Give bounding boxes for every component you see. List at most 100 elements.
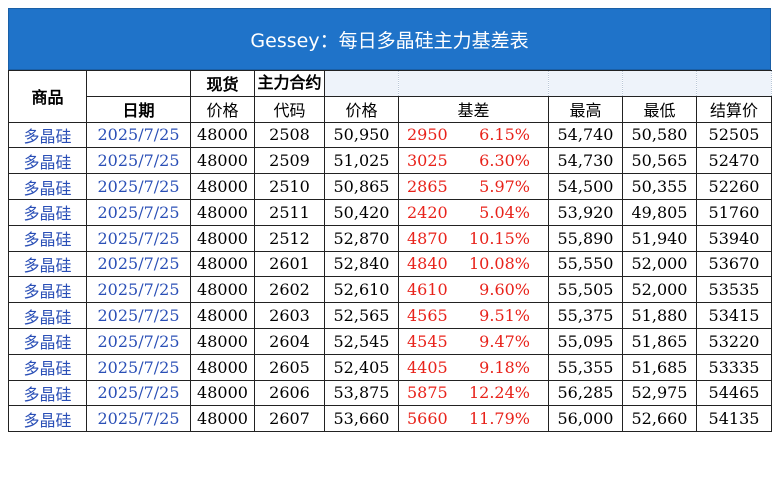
table-cell-date: 2025/7/25 [86, 224, 191, 252]
basis-table-panel: Gessey：每日多晶硅主力基差表 商品 现货 主力合约 日期 价格 代码 价格… [8, 8, 772, 433]
table-cell-price: 52,405 [324, 353, 399, 381]
table-cell-date: 2025/7/25 [86, 276, 191, 304]
table-cell-spot-price: 48000 [190, 121, 255, 149]
header-blank [548, 70, 623, 97]
table-cell-price: 52,545 [324, 327, 399, 355]
table-cell-high: 56,000 [548, 405, 623, 433]
header-high: 最高 [548, 95, 623, 123]
table-cell-settle: 52260 [696, 173, 772, 200]
table-row: 多晶硅 2025/7/25 48000 2603 52,565 4565 9.51% 55,3… [8, 302, 772, 329]
table-row: 多晶硅 2025/7/25 48000 2605 52,405 4405 9.18% 55,3… [8, 353, 772, 381]
table-cell-spot-price: 48000 [190, 147, 255, 175]
table-cell-product: 多晶硅 [8, 405, 87, 433]
table-cell-code: 2606 [254, 379, 325, 407]
table-cell-code: 2603 [254, 302, 325, 329]
table-cell-basis-pct: 9.47% [466, 327, 549, 355]
header-blank [398, 70, 549, 97]
basis-table: 商品 现货 主力合约 日期 价格 代码 价格 基差 最高 最低 结算价 多晶硅 2… [8, 70, 772, 433]
table-cell-settle: 52505 [696, 121, 772, 149]
table-cell-high: 55,375 [548, 302, 623, 329]
table-cell-high: 54,500 [548, 173, 623, 200]
table-cell-spot-price: 48000 [190, 276, 255, 304]
table-cell-low: 50,565 [622, 147, 697, 175]
table-cell-product: 多晶硅 [8, 250, 87, 278]
table-cell-low: 50,355 [622, 173, 697, 200]
table-row: 多晶硅 2025/7/25 48000 2512 52,870 4870 10.15% 55,… [8, 224, 772, 252]
table-cell-basis: 4840 [398, 250, 467, 278]
table-cell-high: 55,550 [548, 250, 623, 278]
table-cell-price: 52,610 [324, 276, 399, 304]
table-row: 多晶硅 2025/7/25 48000 2606 53,875 5875 12.24% 56,… [8, 379, 772, 407]
table-cell-basis-pct: 6.30% [466, 147, 549, 175]
table-cell-code: 2605 [254, 353, 325, 381]
table-cell-basis: 2420 [398, 198, 467, 226]
table-cell-code: 2511 [254, 198, 325, 226]
table-cell-date: 2025/7/25 [86, 327, 191, 355]
table-cell-high: 55,505 [548, 276, 623, 304]
table-cell-date: 2025/7/25 [86, 173, 191, 200]
table-body: 多晶硅 2025/7/25 48000 2508 50,950 2950 6.15% 54,7… [8, 121, 772, 433]
table-cell-price: 50,950 [324, 121, 399, 149]
header-spot-price: 价格 [190, 95, 255, 123]
table-cell-high: 54,730 [548, 147, 623, 175]
header-blank [324, 70, 399, 97]
table-cell-low: 51,865 [622, 327, 697, 355]
table-cell-price: 53,660 [324, 405, 399, 433]
table-cell-price: 51,025 [324, 147, 399, 175]
table-cell-spot-price: 48000 [190, 198, 255, 226]
table-cell-basis: 4545 [398, 327, 467, 355]
header-settle: 结算价 [696, 95, 772, 123]
table-row: 多晶硅 2025/7/25 48000 2509 51,025 3025 6.30% 54,7… [8, 147, 772, 175]
table-cell-date: 2025/7/25 [86, 121, 191, 149]
header-main-contract: 主力合约 [254, 70, 325, 97]
header-spot: 现货 [190, 70, 255, 97]
table-cell-basis: 3025 [398, 147, 467, 175]
table-cell-date: 2025/7/25 [86, 405, 191, 433]
table-title: Gessey：每日多晶硅主力基差表 [8, 8, 771, 70]
table-cell-basis: 4610 [398, 276, 467, 304]
table-cell-basis-pct: 5.97% [466, 173, 549, 200]
table-cell-product: 多晶硅 [8, 173, 87, 200]
header-basis: 基差 [398, 95, 549, 123]
table-cell-high: 55,095 [548, 327, 623, 355]
table-row: 多晶硅 2025/7/25 48000 2508 50,950 2950 6.15% 54,7… [8, 121, 772, 149]
table-cell-settle: 53670 [696, 250, 772, 278]
table-cell-code: 2508 [254, 121, 325, 149]
table-row: 多晶硅 2025/7/25 48000 2511 50,420 2420 5.04% 53,9… [8, 198, 772, 226]
table-cell-price: 53,875 [324, 379, 399, 407]
table-cell-high: 53,920 [548, 198, 623, 226]
table-cell-settle: 53940 [696, 224, 772, 252]
table-row: 多晶硅 2025/7/25 48000 2607 53,660 5660 11.79% 56,… [8, 405, 772, 433]
header-row-2: 日期 价格 代码 价格 基差 最高 最低 结算价 [9, 95, 772, 123]
table-cell-low: 52,000 [622, 250, 697, 278]
table-cell-basis: 4565 [398, 302, 467, 329]
table-cell-date: 2025/7/25 [86, 250, 191, 278]
table-row: 多晶硅 2025/7/25 48000 2601 52,840 4840 10.08% 55,… [8, 250, 772, 278]
table-cell-price: 50,420 [324, 198, 399, 226]
table-cell-product: 多晶硅 [8, 302, 87, 329]
table-cell-basis-pct: 11.79% [466, 405, 549, 433]
table-cell-low: 52,975 [622, 379, 697, 407]
table-cell-low: 52,660 [622, 405, 697, 433]
table-cell-product: 多晶硅 [8, 121, 87, 149]
table-cell-basis: 2865 [398, 173, 467, 200]
table-cell-low: 50,580 [622, 121, 697, 149]
table-cell-code: 2602 [254, 276, 325, 304]
table-cell-basis-pct: 9.51% [466, 302, 549, 329]
table-cell-code: 2607 [254, 405, 325, 433]
header-row-1: 商品 现货 主力合约 [8, 70, 772, 123]
table-cell-product: 多晶硅 [8, 198, 87, 226]
table-row: 多晶硅 2025/7/25 48000 2510 50,865 2865 5.97% 54,5… [8, 173, 772, 200]
table-cell-spot-price: 48000 [190, 379, 255, 407]
table-cell-settle: 53335 [696, 353, 772, 381]
table-cell-high: 54,740 [548, 121, 623, 149]
table-cell-spot-price: 48000 [190, 173, 255, 200]
table-cell-basis: 5660 [398, 405, 467, 433]
table-cell-low: 51,880 [622, 302, 697, 329]
table-cell-date: 2025/7/25 [86, 379, 191, 407]
table-cell-spot-price: 48000 [190, 224, 255, 252]
table-cell-code: 2509 [254, 147, 325, 175]
header-blank [622, 70, 697, 97]
table-cell-basis-pct: 9.60% [466, 276, 549, 304]
header-low: 最低 [622, 95, 697, 123]
